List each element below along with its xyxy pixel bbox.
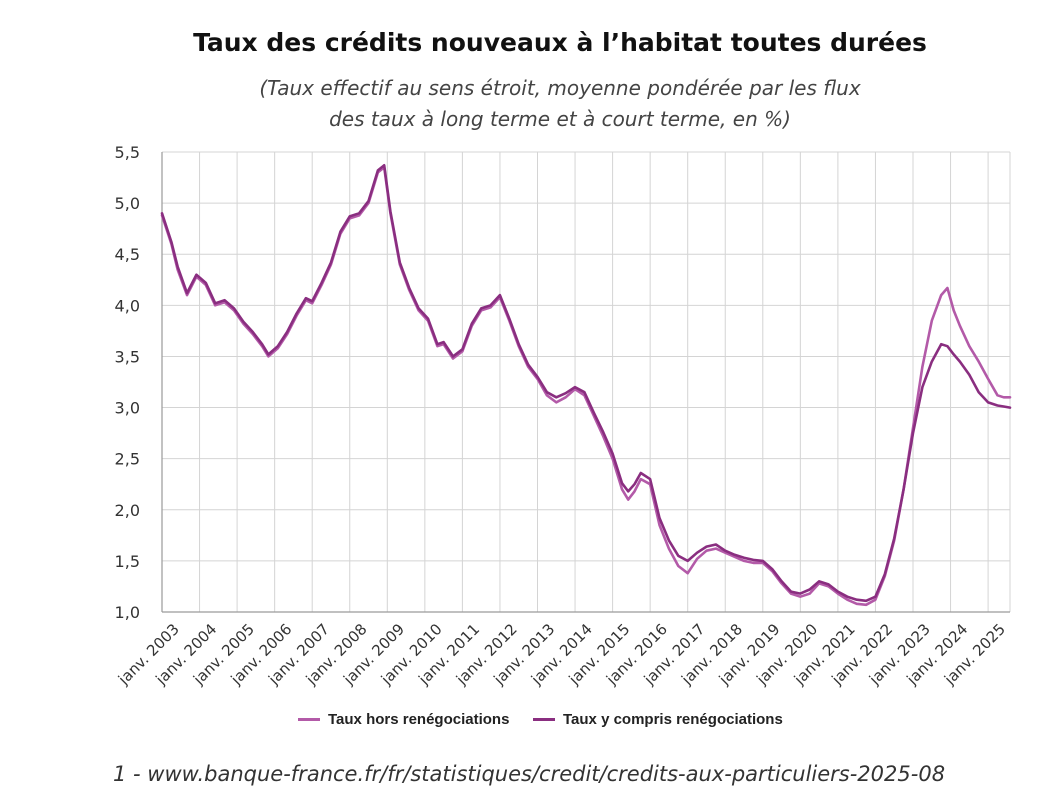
y-tick-label: 1,0 [115, 603, 140, 622]
legend-item-y-compris-renegociations: Taux y compris renégociations [533, 711, 783, 728]
axes [161, 152, 1010, 613]
y-tick-label: 2,0 [115, 501, 140, 520]
series-line-y-compris-renegociations [160, 164, 1012, 603]
source-note: 1 - www.banque-france.fr/fr/statistiques… [113, 762, 946, 786]
y-tick-label: 3,0 [115, 399, 140, 418]
legend-item-hors-renegociations: Taux hors renégociations [298, 711, 509, 728]
chart-title: Taux des crédits nouveaux à l’habitat to… [193, 28, 927, 57]
chart-subtitle-line-2: des taux à long terme et à court terme, … [329, 107, 791, 131]
y-tick-label: 1,5 [115, 552, 140, 571]
chart-subtitle-line-1: (Taux effectif au sens étroit, moyenne p… [259, 76, 861, 100]
data-series [160, 164, 1012, 607]
legend-swatch-hors-renegociations [298, 718, 320, 721]
y-tick-label: 2,5 [115, 450, 140, 469]
legend-swatch-y-compris-renegociations [533, 718, 555, 721]
legend-label-hors-renegociations: Taux hors renégociations [328, 711, 510, 728]
y-tick-label: 4,5 [115, 245, 140, 264]
y-tick-label: 4,0 [115, 296, 140, 315]
line-chart: 1,0 1,5 2,0 2,5 3,0 3,5 4,0 4,5 5,0 5,5 janv. 200… [114, 143, 1012, 689]
legend-label-y-compris-renegociations: Taux y compris renégociations [563, 711, 783, 728]
y-tick-label: 5,0 [115, 194, 140, 213]
grid-lines [161, 151, 1011, 613]
y-axis-tick-labels: 1,0 1,5 2,0 2,5 3,0 3,5 4,0 4,5 5,0 5,5 [115, 143, 140, 622]
y-tick-label: 3,5 [115, 347, 140, 366]
y-tick-label: 5,5 [115, 143, 140, 162]
series-line-hors-renegociations [160, 166, 1012, 607]
